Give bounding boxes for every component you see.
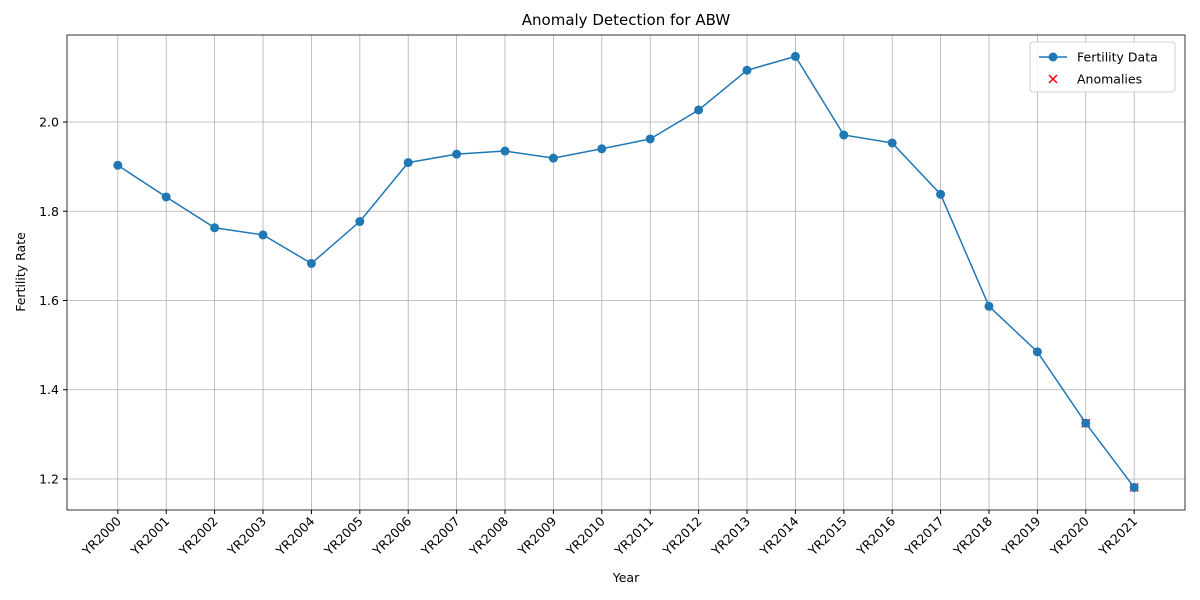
data-point [742,65,752,75]
data-point [210,223,220,233]
data-point [839,130,849,140]
legend-label: Anomalies [1077,72,1142,87]
anomaly-marker [1048,74,1058,84]
legend-label: Fertility Data [1077,50,1158,65]
legend: Fertility Data Anomalies [1029,41,1176,93]
y-tick-label: 1.6 [39,293,59,308]
data-point [1032,347,1042,357]
data-point [790,51,800,61]
data-point [452,149,462,159]
y-axis-label: Fertility Rate [13,232,28,312]
data-line [117,55,1135,488]
data-point [113,160,123,170]
data-point [936,189,946,199]
data-point [548,153,558,163]
legend-marker [1048,52,1058,62]
plot-frame [66,34,1186,511]
y-tick-label: 1.2 [39,471,59,486]
data-point [403,158,413,168]
data-point [645,134,655,144]
data-point [984,301,994,311]
data-point [355,217,365,227]
y-tick-label: 1.8 [39,204,59,219]
data-point [1129,482,1139,492]
data-point [500,146,510,156]
chart-title: Anomaly Detection for ABW [522,11,731,29]
data-point [258,230,268,240]
legend-box [1029,41,1176,93]
y-tick-label: 2.0 [39,115,59,130]
data-point [597,144,607,154]
y-tick-label: 1.4 [39,382,59,397]
data-point [306,258,316,268]
data-point [694,105,704,115]
data-point [161,192,171,202]
x-axis-label: Year [612,570,640,585]
data-point [887,138,897,148]
data-point [1081,418,1091,428]
